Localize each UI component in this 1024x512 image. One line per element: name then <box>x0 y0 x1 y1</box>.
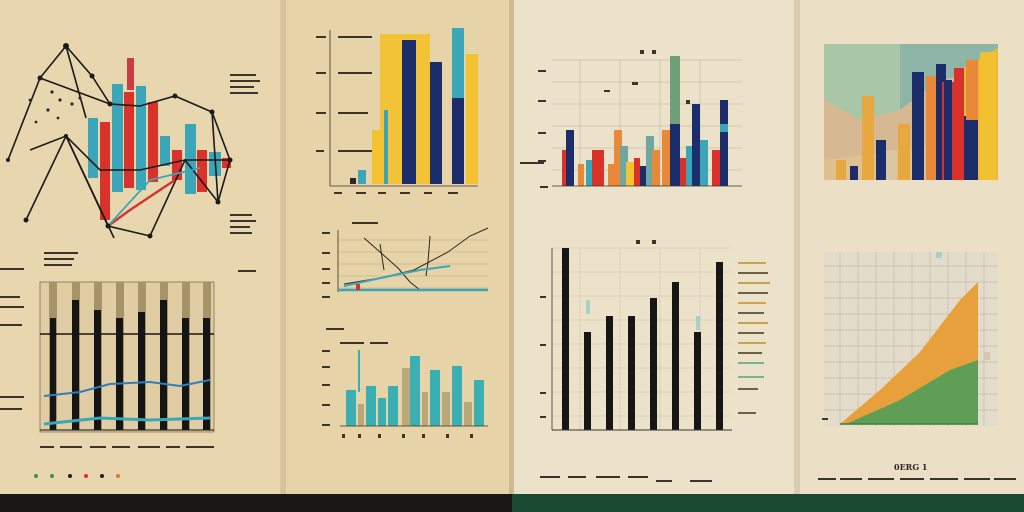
network-bar-figure <box>6 43 233 239</box>
net-bar-5 <box>127 58 134 90</box>
net-bar-11 <box>197 150 207 192</box>
seam-shadow-1 <box>280 0 286 494</box>
net-bar-13 <box>222 158 231 168</box>
net-bar-4 <box>124 92 134 188</box>
seam-shadow-3 <box>794 0 800 494</box>
net-bar-8 <box>160 136 170 166</box>
left-bar-chart <box>34 281 215 478</box>
left-notes <box>0 74 260 410</box>
teal-bar-chart <box>322 328 488 438</box>
net-bar-1 <box>88 118 98 178</box>
net-bar-9 <box>172 150 182 180</box>
tall-bar-chart <box>316 28 478 194</box>
colorful-grouped-bar-chart <box>520 50 742 188</box>
line-chart <box>322 222 489 298</box>
bottom-band-right <box>512 494 1024 512</box>
black-bar-chart <box>540 240 770 482</box>
net-bar-2 <box>100 122 110 220</box>
area-chart <box>822 252 998 426</box>
figure-caption: 0ERG 1 <box>894 462 928 472</box>
stacked-area-bar-chart <box>824 44 998 180</box>
right-footer: 0ERG 1 <box>818 462 1016 480</box>
net-bar-3 <box>112 84 123 192</box>
net-bar-6 <box>136 86 146 190</box>
net-bar-10 <box>185 124 196 194</box>
net-bar-7 <box>148 102 158 182</box>
seam-shadow-2 <box>509 0 514 494</box>
bottom-band-left <box>0 494 512 512</box>
